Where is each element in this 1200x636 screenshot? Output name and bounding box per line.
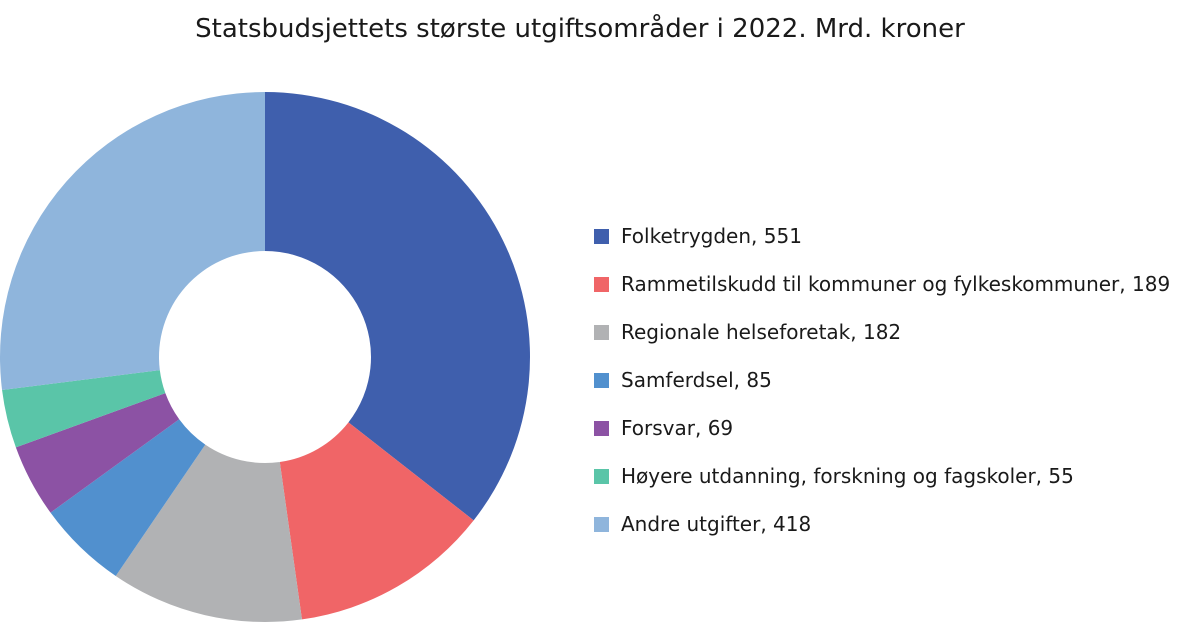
legend-swatch [594,468,609,484]
legend-item: Folketrygden, 551 [594,212,1170,260]
donut-slice-3 [50,419,206,576]
legend-item: Samferdsel, 85 [594,356,1170,404]
legend-swatch [594,228,609,244]
legend-item: Rammetilskudd til kommuner og fylkeskomm… [594,260,1170,308]
legend-item: Høyere utdanning, forskning og fagskoler… [594,452,1170,500]
legend-label: Folketrygden, 551 [621,224,802,248]
legend-swatch [594,516,609,532]
donut-slice-5 [2,370,166,448]
donut-slice-1 [279,422,474,620]
legend-label: Samferdsel, 85 [621,368,772,392]
legend-label: Rammetilskudd til kommuner og fylkeskomm… [621,272,1171,296]
legend-item: Regionale helseforetak, 182 [594,308,1170,356]
chart-title: Statsbudsjettets største utgiftsområder … [195,14,965,44]
legend-item: Forsvar, 69 [594,404,1170,452]
legend-swatch [594,372,609,388]
legend-label: Andre utgifter, 418 [621,512,812,536]
chart-legend: Folketrygden, 551 Rammetilskudd til kommu… [594,212,1170,548]
donut-slice-0 [265,92,530,521]
donut-chart [0,92,530,622]
legend-label: Regionale helseforetak, 182 [621,320,902,344]
legend-swatch [594,276,609,292]
legend-label: Forsvar, 69 [621,416,734,440]
donut-slice-4 [15,393,180,513]
legend-swatch [594,420,609,436]
legend-swatch [594,324,609,340]
donut-slice-2 [115,444,302,622]
donut-slice-6 [0,92,266,390]
legend-item: Andre utgifter, 418 [594,500,1170,548]
legend-label: Høyere utdanning, forskning og fagskoler… [621,464,1074,488]
